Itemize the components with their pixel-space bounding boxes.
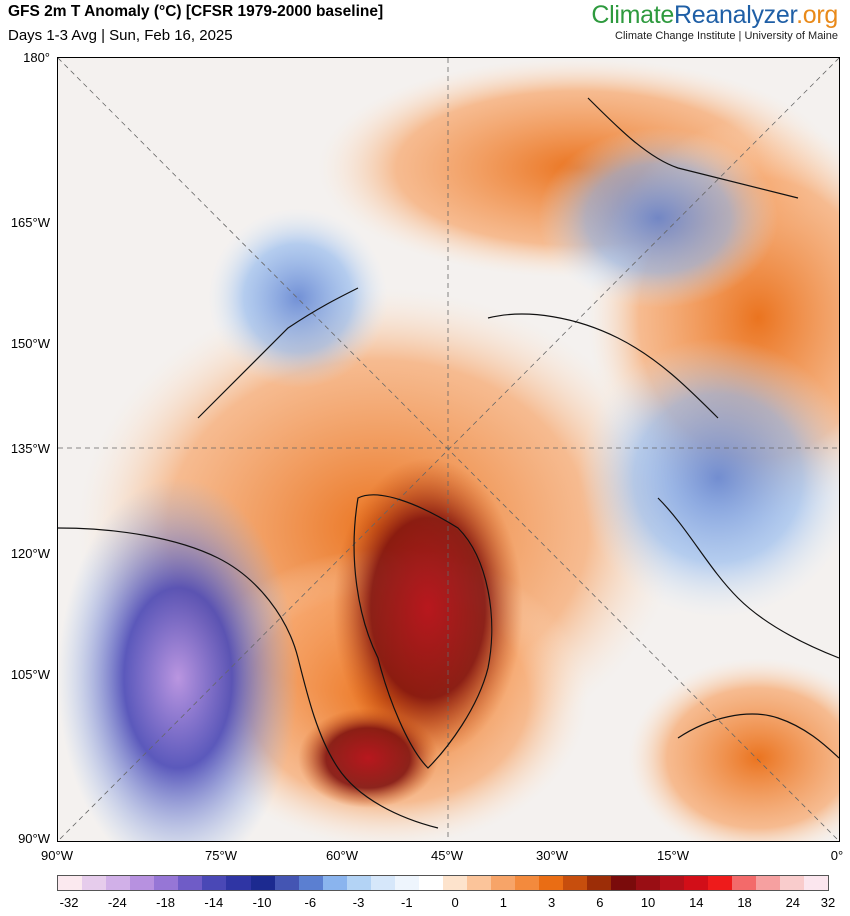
anomaly-map[interactable] (57, 57, 840, 842)
map-title: GFS 2m T Anomaly (°C) [CFSR 1979-2000 ba… (8, 3, 384, 20)
lon-label-left-4: 120°W (10, 546, 50, 561)
lon-label-left-0: 180° (23, 50, 50, 65)
brand-logo[interactable]: ClimateReanalyzer.org (591, 1, 838, 30)
lon-label-bottom-6: 0° (830, 848, 844, 863)
lon-label-left-2: 150°W (10, 336, 50, 351)
colorbar-label: 24 (785, 895, 801, 910)
colorbar-swatch (443, 876, 468, 890)
colorbar-swatch (82, 876, 107, 890)
colorbar-swatch (587, 876, 612, 890)
colorbar-label: 6 (596, 895, 604, 910)
lon-label-left-1: 165°W (10, 215, 50, 230)
colorbar-label: 0 (451, 895, 459, 910)
colorbar-label: -6 (304, 895, 317, 910)
cold-region-north-america (58, 478, 298, 841)
lon-label-left-5: 105°W (10, 667, 50, 682)
colorbar-swatch (394, 876, 419, 890)
colorbar-swatch (515, 876, 540, 890)
colorbar-label: 3 (547, 895, 556, 910)
hot-region-greenland (333, 458, 523, 758)
colorbar-swatch (731, 876, 756, 890)
colorbar-swatch (130, 876, 155, 890)
colorbar-swatch (418, 876, 443, 890)
brand-part-1: Climate (591, 1, 675, 29)
colorbar-swatch (563, 876, 588, 890)
colorbar-swatch (226, 876, 251, 890)
colorbar-swatch (635, 876, 660, 890)
colorbar-label: -10 (252, 895, 272, 910)
colorbar-swatch (755, 876, 780, 890)
lon-label-bottom-1: 75°W (205, 848, 237, 863)
colorbar-label: -3 (352, 895, 365, 910)
brand-affiliation: Climate Change Institute | University of… (615, 30, 838, 42)
cool-region-alaska (208, 208, 388, 388)
lon-label-bottom-5: 15°W (657, 848, 689, 863)
colorbar-swatch (803, 876, 828, 890)
warm-region-southeast (628, 658, 839, 841)
hot-region-labrador (298, 708, 438, 808)
brand-part-2: Reanalyzer (674, 1, 797, 29)
colorbar-swatch (683, 876, 708, 890)
lon-label-left-3: 135°W (10, 441, 50, 456)
map-canvas (58, 58, 839, 841)
colorbar-swatch (274, 876, 299, 890)
colorbar-swatch (491, 876, 516, 890)
colorbar-label: -14 (204, 895, 224, 910)
lon-label-bottom-0: 90°W (41, 848, 73, 863)
colorbar-label: 18 (737, 895, 752, 910)
lon-label-left-6: 90°W (18, 831, 50, 846)
graticule (58, 58, 839, 841)
colorbar-swatch (154, 876, 179, 890)
colorbar-swatch (250, 876, 275, 890)
colorbar-swatch (779, 876, 804, 890)
cool-region-siberia (578, 338, 839, 618)
colorbar-label: -32 (59, 895, 79, 910)
colorbar-swatch (707, 876, 732, 890)
colorbar (57, 875, 829, 891)
cool-region-east-siberia (538, 128, 778, 308)
colorbar-label: 1 (499, 895, 507, 910)
colorbar-swatch (178, 876, 203, 890)
colorbar-swatch (298, 876, 323, 890)
colorbar-label: 10 (640, 895, 656, 910)
colorbar-label: -1 (401, 895, 413, 910)
colorbar-swatch (346, 876, 371, 890)
colorbar-swatch (659, 876, 684, 890)
coastlines (58, 97, 839, 829)
colorbar-swatch (106, 876, 131, 890)
colorbar-label: 14 (689, 895, 704, 910)
colorbar-swatch (202, 876, 227, 890)
colorbar-swatch (58, 876, 83, 890)
colorbar-label: 32 (820, 895, 836, 910)
lon-label-bottom-3: 45°W (431, 848, 463, 863)
colorbar-swatch (322, 876, 347, 890)
colorbar-swatch (539, 876, 564, 890)
colorbar-label: -24 (107, 895, 127, 910)
colorbar-swatch (370, 876, 395, 890)
colorbar-swatch (467, 876, 492, 890)
lon-label-bottom-4: 30°W (536, 848, 568, 863)
brand-part-3: .org (796, 1, 838, 29)
lon-label-bottom-2: 60°W (326, 848, 358, 863)
colorbar-swatch (611, 876, 636, 890)
colorbar-label: -18 (156, 895, 175, 910)
map-subtitle: Days 1-3 Avg | Sun, Feb 16, 2025 (8, 27, 233, 44)
